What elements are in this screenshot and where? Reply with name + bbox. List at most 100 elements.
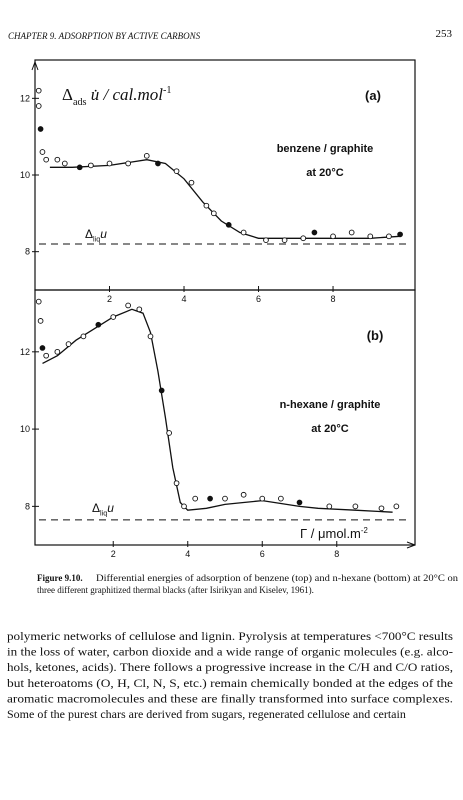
axis-label: Δads u̇ / cal.mol-1 <box>62 85 172 108</box>
data-point <box>61 160 68 167</box>
x-tick-label: 8 <box>331 294 336 304</box>
y-tick-label: 10 <box>20 424 30 434</box>
label-symbol: Δ <box>85 227 93 241</box>
data-point <box>393 503 400 510</box>
data-point <box>192 495 199 502</box>
data-point <box>76 164 83 171</box>
label-rest: / μmol.m <box>307 526 361 541</box>
label-rest: u̇ / cal.mol <box>87 85 164 104</box>
data-point <box>158 387 165 394</box>
x-tick-label: 6 <box>260 549 265 559</box>
data-point <box>203 202 210 209</box>
data-point <box>397 231 403 238</box>
data-point <box>348 229 355 236</box>
y-tick-label: 8 <box>25 501 30 511</box>
data-point <box>207 495 213 502</box>
data-point <box>222 495 228 502</box>
data-point <box>35 103 42 109</box>
data-point <box>125 160 131 167</box>
data-point <box>173 480 180 487</box>
x-tick-label: 4 <box>185 549 190 559</box>
data-point <box>240 491 247 498</box>
annotation: benzene / graphite <box>277 143 374 155</box>
data-point <box>39 345 46 351</box>
axis-label: Δliqu <box>85 227 107 244</box>
body-line: Some of the purest chars are derived fro… <box>7 707 406 721</box>
label-sub: liq <box>93 235 100 244</box>
data-point <box>326 503 333 510</box>
data-point <box>125 302 131 309</box>
data-point <box>110 314 117 320</box>
body-line: polymeric networks of cellulose and lign… <box>7 629 453 643</box>
caption-line: Differential energies of adsorption of b… <box>96 573 459 583</box>
data-point <box>166 430 172 436</box>
annotation: (a) <box>365 88 381 103</box>
x-tick-label: 8 <box>334 549 339 559</box>
data-point <box>39 149 46 155</box>
data-point <box>147 333 154 340</box>
data-point <box>155 160 161 167</box>
data-point <box>378 505 385 512</box>
data-point <box>386 233 392 240</box>
y-tick-label: 12 <box>20 347 30 357</box>
label-symbol: Δ <box>62 85 73 104</box>
label-rest: u <box>100 227 107 241</box>
data-point <box>296 499 303 506</box>
x-tick-label: 2 <box>111 549 116 559</box>
data-point <box>259 495 266 502</box>
x-tick-label: 4 <box>182 294 187 304</box>
body-line: in the loss of water, carbon dioxide and… <box>7 645 453 659</box>
data-point <box>311 229 318 236</box>
data-point <box>173 168 180 175</box>
body-line: aromatic macromolecules and these are fi… <box>7 691 453 705</box>
data-point <box>367 233 374 240</box>
label-sub: ads <box>73 97 87 108</box>
data-point <box>106 160 113 167</box>
data-point <box>352 503 359 510</box>
data-point <box>136 306 143 313</box>
data-point <box>54 156 61 163</box>
data-point <box>281 237 288 244</box>
y-tick-label: 10 <box>20 170 30 180</box>
annotation: n-hexane / graphite <box>280 399 381 411</box>
data-point <box>240 229 247 236</box>
data-point <box>65 341 72 347</box>
caption-label: Figure 9.10. <box>37 573 83 583</box>
data-point <box>263 237 269 244</box>
axis-label: Δliqu <box>92 501 114 518</box>
data-point <box>80 333 87 340</box>
annotation: at 20°C <box>311 423 348 435</box>
axis-label: Γ / μmol.m-2 <box>300 526 368 541</box>
data-point <box>188 179 195 186</box>
page-number: 253 <box>436 28 453 40</box>
caption-line: three different graphitized thermal blac… <box>37 585 314 595</box>
data-point <box>54 348 61 355</box>
data-point <box>210 210 217 217</box>
data-point <box>37 126 44 132</box>
label-sup: -2 <box>361 526 368 535</box>
y-tick-label: 12 <box>20 93 30 103</box>
data-point <box>35 87 42 94</box>
body-line: but heteroatoms (O, H, Cl, N, S, etc.) r… <box>7 676 453 690</box>
plot-frame <box>34 289 416 546</box>
label-sup: -1 <box>163 85 172 96</box>
label-sub: liq <box>100 509 107 518</box>
annotation: (b) <box>367 328 384 343</box>
label-symbol: Δ <box>92 501 100 515</box>
data-point <box>35 298 42 305</box>
y-tick-label: 8 <box>25 247 30 257</box>
annotation: at 20°C <box>306 167 343 179</box>
data-point <box>278 495 284 502</box>
data-point <box>88 162 94 169</box>
running-head: CHAPTER 9. ADSORPTION BY ACTIVE CARBONS <box>8 31 201 41</box>
x-tick-label: 6 <box>256 294 261 304</box>
data-point <box>143 152 150 159</box>
data-point <box>330 233 336 240</box>
data-point <box>225 221 232 228</box>
data-point <box>300 235 307 242</box>
data-point <box>95 321 102 328</box>
label-rest: u <box>107 501 114 515</box>
label-symbol: Γ <box>300 526 307 541</box>
x-tick-label: 2 <box>107 294 112 304</box>
